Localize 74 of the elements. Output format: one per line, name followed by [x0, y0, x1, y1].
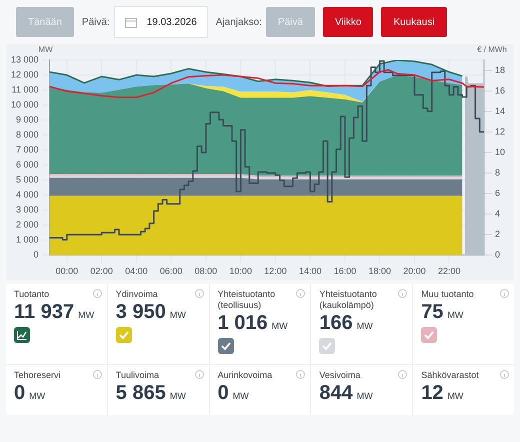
y-tick-label: 4 000 [16, 190, 39, 200]
y2-tick-label: 8 [494, 167, 500, 178]
x-tick-label: 08:00 [194, 266, 218, 276]
text: MW [356, 391, 373, 401]
text: MW [170, 310, 186, 320]
x-tick-label: 12:00 [264, 266, 287, 276]
y2-tick-label: 0 [494, 250, 500, 260]
category-label: Vesivoima [319, 370, 362, 381]
y-tick-label: 6 000 [16, 160, 39, 170]
text: MW [447, 310, 464, 320]
text: Kuukausi [381, 7, 447, 37]
category-label: Sähkövarastot [421, 370, 480, 381]
y2-tick-label: 14 [494, 106, 506, 116]
text: 19.03.2026 [114, 6, 208, 38]
x-tick-label: 10:00 [229, 266, 252, 276]
y-tick-label: 5 000 [16, 174, 39, 185]
text: Päivä [266, 7, 315, 37]
y-tick-label: 12 000 [10, 70, 39, 80]
x-tick-label: 16:00 [334, 266, 356, 276]
y-tick-label: 8 000 [16, 130, 39, 140]
y2-tick-label: 4 [494, 208, 500, 219]
y2-tick-label: 10 [494, 146, 506, 157]
x-tick-label: 06:00 [160, 266, 182, 276]
text: 1 016 [218, 312, 268, 334]
y2-tick-label: 18 [494, 64, 506, 75]
y-tick-label: 2 000 [16, 220, 39, 230]
x-tick-label: 20:00 [403, 266, 426, 276]
text: Ajanjakso: [216, 16, 262, 28]
y-tick-label: 1 000 [16, 234, 39, 245]
category-label: Tuotanto [14, 289, 50, 300]
text: Viikko [322, 7, 374, 37]
y2-tick-label: 2 [494, 229, 500, 240]
text: MW [232, 391, 249, 401]
y-tick-label: 10 000 [10, 100, 39, 110]
x-tick-label: 22:00 [438, 266, 460, 276]
text: Päivä: [82, 16, 110, 28]
y2-tick-label: 12 [494, 126, 506, 136]
y-tick-label: 3 000 [16, 204, 39, 215]
y-tick-label: 11 000 [12, 84, 39, 95]
text: 12 [421, 382, 444, 404]
text: 75 [421, 301, 444, 323]
text: MW [272, 321, 288, 331]
category-label: Aurinkovoima [218, 370, 274, 381]
y2-tick-label: 6 [494, 188, 500, 198]
category-label: Tuulivoima [116, 370, 160, 381]
text: MW [447, 391, 464, 401]
text: 844 [319, 382, 353, 404]
y2-axis-title: € / MWh [477, 45, 507, 54]
y-axis-title: MW [38, 45, 54, 54]
category-label: Yhteistuotanto (kaukolämpö) [319, 289, 378, 311]
text: 3 950 [116, 301, 166, 323]
x-tick-label: 14:00 [298, 266, 322, 276]
text: 0 [218, 382, 229, 404]
x-tick-label: 04:00 [125, 266, 148, 276]
text: 11 937 [14, 301, 74, 323]
x-tick-label: 18:00 [368, 266, 391, 276]
text: Tänään [16, 7, 74, 37]
y-tick-label: 7 000 [16, 144, 39, 155]
y-tick-label: 0 [34, 250, 39, 260]
y2-tick-label: 16 [494, 85, 506, 96]
category-label: Tehoreservi [14, 370, 62, 381]
text: MW [78, 310, 94, 320]
y-tick-label: 9 000 [16, 114, 39, 125]
x-tick-label: 02:00 [90, 266, 113, 276]
category-label: Yhteistuotanto (teollisuus) [218, 289, 276, 311]
text: MW [170, 391, 186, 401]
text: 5 865 [116, 382, 166, 404]
category-label: Muu tuotanto [421, 289, 475, 300]
x-tick-label: 00:00 [56, 266, 78, 276]
text: MW [356, 321, 373, 331]
y-tick-label: 13 000 [10, 54, 39, 64]
text: MW [29, 391, 46, 401]
category-label: Ydinvoima [116, 289, 159, 300]
text: 166 [319, 312, 353, 334]
